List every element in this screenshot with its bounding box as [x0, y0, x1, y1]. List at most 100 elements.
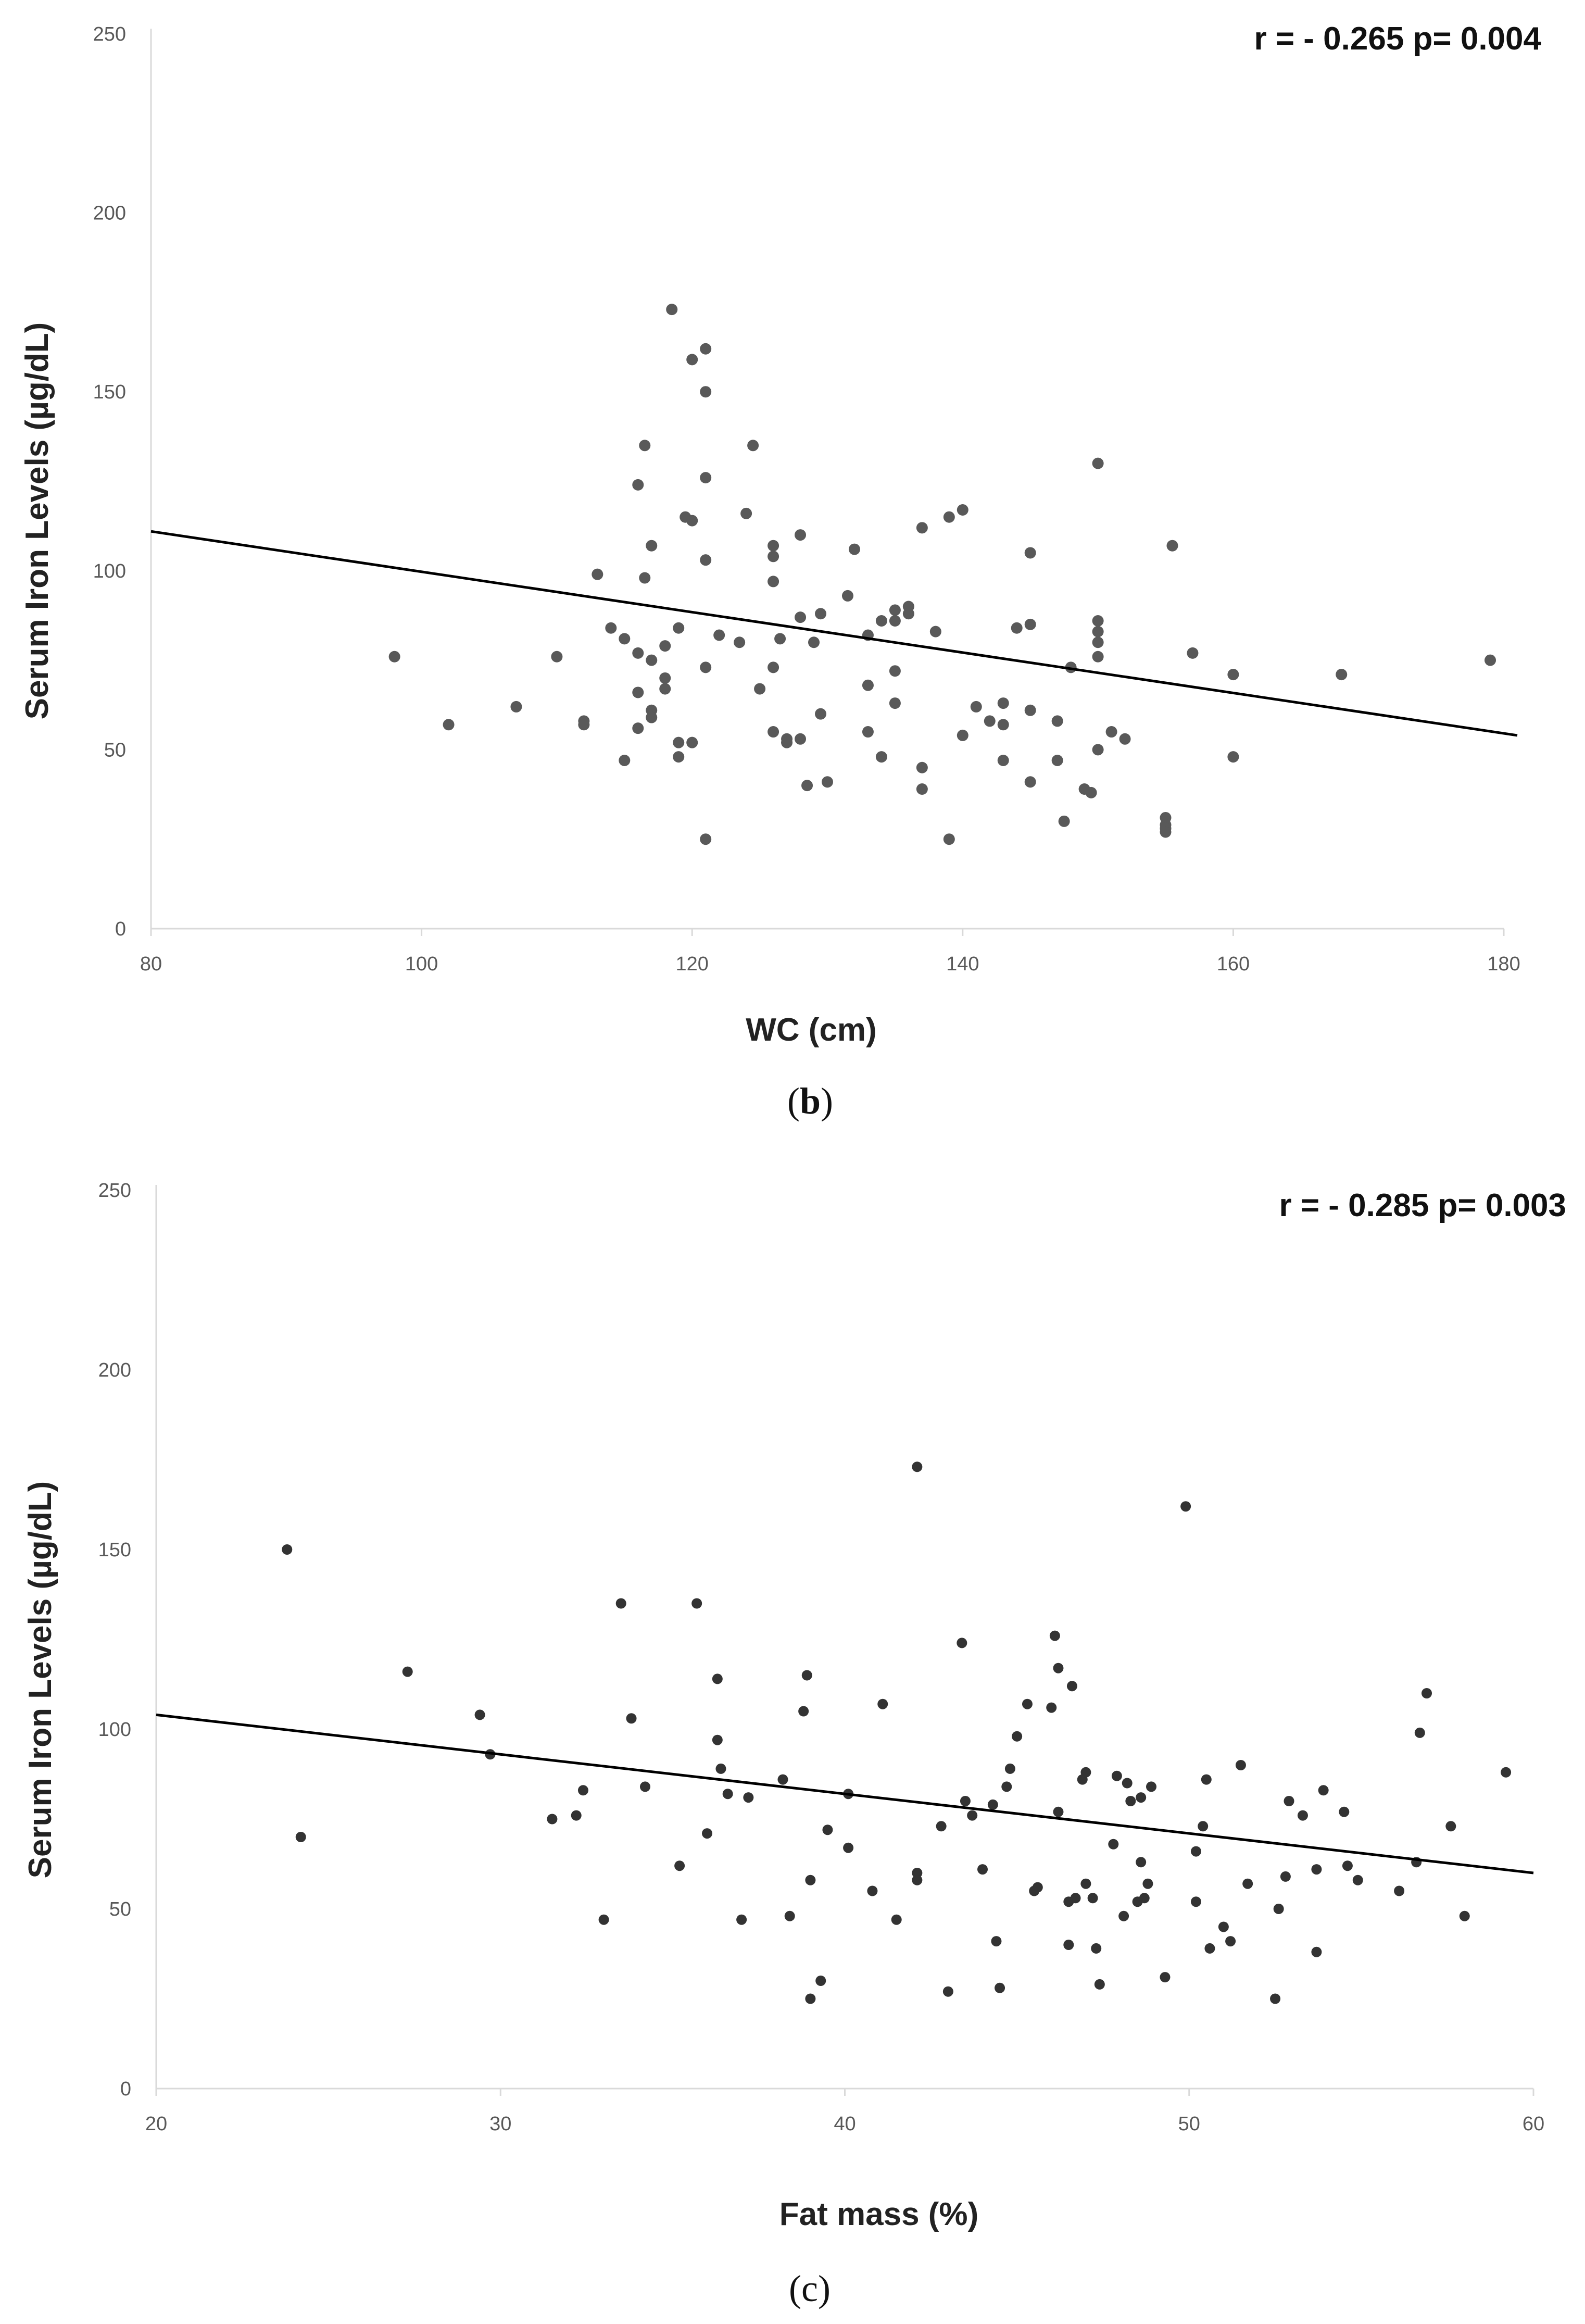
data-point — [1198, 1821, 1209, 1832]
data-point — [768, 576, 779, 588]
panel-label: (b) — [787, 1080, 833, 1122]
data-point — [747, 440, 759, 452]
data-point — [1092, 626, 1104, 638]
data-point — [619, 633, 631, 645]
y-tick-label: 50 — [104, 739, 126, 761]
data-point — [1046, 1702, 1057, 1713]
data-point — [734, 636, 746, 648]
data-point — [889, 615, 901, 627]
data-point — [646, 654, 658, 666]
y-axis-title: Serum Iron Levels (µg/dL) — [22, 1481, 58, 1879]
data-point — [805, 1875, 816, 1885]
y-tick-label: 100 — [93, 560, 126, 582]
data-point — [700, 554, 712, 566]
data-point — [632, 722, 644, 734]
data-point — [1118, 1910, 1129, 1921]
data-point — [1032, 1882, 1043, 1893]
data-point — [1227, 669, 1239, 681]
x-axis-ticks: 80 100 120 140 160 180 — [140, 929, 1520, 975]
data-point — [875, 615, 887, 627]
y-tick-label: 200 — [93, 203, 126, 224]
data-point — [1092, 457, 1104, 469]
data-point — [712, 1734, 723, 1745]
x-tick-label: 30 — [489, 2113, 511, 2135]
y-axis-title: Serum Iron Levels (µg/dL) — [19, 322, 55, 720]
data-point — [700, 472, 712, 484]
data-point — [1180, 1501, 1191, 1512]
data-point — [402, 1666, 413, 1677]
data-point — [997, 697, 1009, 709]
data-point — [877, 1698, 888, 1709]
data-point — [700, 343, 712, 355]
data-point — [700, 661, 712, 673]
data-point — [841, 590, 853, 602]
y-tick-label: 0 — [115, 918, 126, 940]
data-point — [388, 651, 400, 663]
data-point — [1166, 540, 1178, 552]
data-point — [722, 1789, 733, 1800]
correlation-annotation: r = - 0.285 p= 0.003 — [1279, 1188, 1567, 1223]
data-point — [443, 719, 455, 731]
y-axis-ticks: 0 50 100 150 200 250 — [93, 23, 126, 940]
x-tick-label: 120 — [675, 953, 708, 975]
data-point — [1297, 1810, 1308, 1821]
data-point — [1063, 1940, 1074, 1950]
data-point — [743, 1792, 754, 1803]
panel-label: (c) — [789, 2268, 831, 2309]
panel-letter: c — [801, 2268, 818, 2309]
data-point — [673, 751, 685, 763]
data-point — [891, 1914, 902, 1925]
data-point — [889, 604, 901, 616]
data-point — [646, 711, 658, 723]
data-point — [781, 736, 793, 748]
data-point — [510, 701, 522, 713]
data-point — [822, 776, 833, 788]
data-point — [1085, 786, 1097, 798]
correlation-annotation: r = - 0.265 p= 0.004 — [1254, 21, 1542, 57]
data-point — [1342, 1860, 1353, 1871]
data-point — [1160, 826, 1172, 838]
data-point — [987, 1799, 998, 1810]
data-point — [991, 1936, 1002, 1947]
data-point — [1092, 651, 1104, 663]
data-point — [808, 636, 820, 648]
data-point — [1311, 1864, 1322, 1875]
data-point — [598, 1914, 609, 1925]
data-point — [912, 1875, 923, 1885]
data-point — [1092, 636, 1104, 648]
y-tick-label: 0 — [120, 2078, 131, 2100]
data-point — [936, 1821, 947, 1832]
data-point — [815, 1976, 826, 1986]
data-point — [686, 354, 698, 366]
data-point — [577, 1785, 588, 1796]
data-point — [666, 304, 678, 316]
data-point — [1011, 622, 1023, 634]
y-tick-label: 200 — [98, 1359, 131, 1381]
data-point — [912, 1868, 923, 1878]
panel-b-scatter-chart: 0 50 100 150 200 250 80 100 120 140 160 180 r = - … — [19, 21, 1542, 1122]
data-point — [943, 511, 955, 523]
data-point — [1012, 1731, 1023, 1742]
x-tick-label: 180 — [1487, 953, 1520, 975]
x-tick-label: 100 — [405, 953, 438, 975]
data-point — [592, 568, 603, 580]
data-point — [1218, 1921, 1229, 1932]
data-point — [1080, 1878, 1091, 1889]
data-point — [1190, 1896, 1201, 1907]
data-point — [977, 1864, 988, 1875]
data-point — [1414, 1727, 1425, 1738]
data-point — [619, 755, 631, 767]
data-point — [632, 686, 644, 698]
data-point — [740, 507, 752, 519]
x-axis-title: Fat mass (%) — [779, 2196, 978, 2232]
data-point — [1284, 1796, 1294, 1806]
data-point — [929, 626, 941, 638]
data-point — [912, 1461, 923, 1472]
data-point — [1280, 1871, 1291, 1882]
trendline — [156, 1713, 1534, 1875]
data-point — [1270, 1993, 1281, 2004]
data-point — [916, 761, 928, 773]
data-point — [1146, 1781, 1157, 1792]
x-tick-label: 50 — [1178, 2113, 1200, 2135]
data-point — [673, 736, 685, 748]
